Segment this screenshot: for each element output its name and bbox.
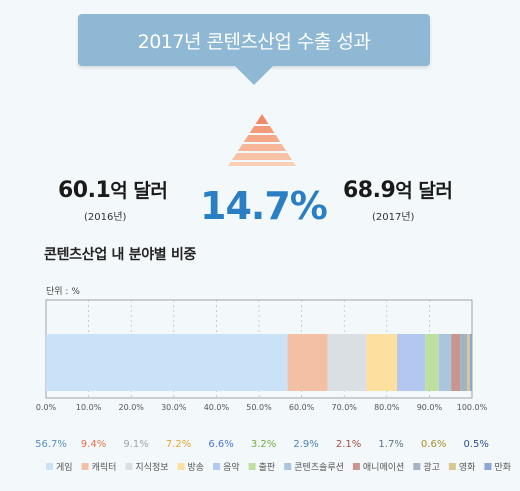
banner-pointer [233,64,275,85]
year-2016: (2016년) [84,212,127,223]
legend-label: 방송 [188,462,205,473]
banner-title: 2017년 콘텐츠산업 수출 성과 [137,31,371,53]
x-tick-label: 100.0% [457,403,488,412]
data-label: 7.2% [166,439,191,450]
x-tick-label: 80.0% [374,403,400,412]
legend-swatch [284,463,292,470]
bar-segment [469,334,472,391]
legend-swatch [484,463,492,470]
legend-label: 음악 [223,461,240,473]
data-label: 3.2% [251,439,276,450]
x-tick-label: 30.0% [161,403,187,412]
bar-segment [451,334,461,391]
x-tick-label: 0.0% [36,403,57,412]
pyramid-icon [228,114,296,166]
data-label: 2.1% [336,439,361,450]
value-2016-number: 60.1 [58,178,111,203]
data-label: 9.1% [123,439,148,450]
bar-segment [366,334,398,391]
data-label: 0.6% [421,439,446,450]
bar-segment [425,334,439,391]
data-label: 56.7% [35,439,67,450]
legend-label: 게임 [56,461,73,473]
value-2016-unit: 억 달러 [110,180,168,202]
bar-segment [460,334,468,391]
legend-swatch [248,463,256,470]
value-2017-unit: 억 달러 [395,180,453,202]
legend-swatch [81,463,89,470]
data-label: 0.5% [463,439,488,450]
legend-label: 출판 [259,462,276,473]
value-2017: 68.9억 달러 [343,176,453,203]
year-2017: (2017년) [372,212,415,223]
x-tick-label: 60.0% [289,403,315,412]
bar-segment [438,334,452,391]
value-2016: 60.1억 달러 [58,176,168,203]
value-2017-number: 68.9 [343,178,396,203]
legend-label: 영화 [459,462,476,473]
legend-swatch [46,463,53,470]
data-label: 2.9% [293,439,318,450]
legend-swatch [213,463,221,470]
bar-segment [397,334,426,391]
x-tick-label: 40.0% [204,403,230,412]
legend-swatch [448,463,456,470]
growth-rate: 14.7% [200,184,328,228]
legend-label: 지식정보 [135,462,168,473]
bar-segment [46,334,288,391]
legend-label: 콘텐츠솔루션 [294,462,344,473]
data-label: 9.4% [81,439,106,450]
legend-label: 애니메이션 [363,462,404,473]
legend-swatch [352,463,360,470]
x-tick-label: 10.0% [76,403,102,412]
bar-segment [287,334,328,391]
legend-label: 광고 [423,461,440,473]
legend-swatch [177,463,185,470]
legend-swatch [125,463,133,470]
x-tick-label: 90.0% [417,403,443,412]
data-label: 6.6% [208,439,233,450]
legend-label: 캐릭터 [92,461,117,473]
data-label: 1.7% [378,439,403,450]
bar-segment [327,334,367,391]
x-tick-label: 70.0% [331,403,357,412]
chart-title: 콘텐츠산업 내 분야별 비중 [44,247,197,263]
x-tick-label: 50.0% [246,403,272,412]
bar-segment [467,334,470,391]
x-tick-label: 20.0% [118,403,144,412]
legend-swatch [413,463,421,470]
unit-label: 단위 : % [46,287,80,297]
legend-label: 만화 [494,462,511,473]
title-banner: 2017년 콘텐츠산업 수출 성과 [78,14,430,66]
